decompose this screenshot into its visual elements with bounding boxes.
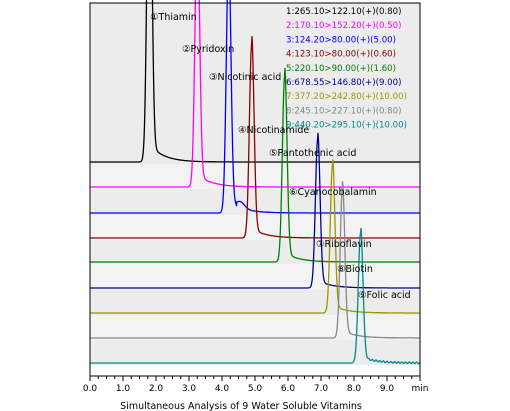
x-tick-label: 4.0 <box>215 384 230 394</box>
peak-labels: ①Thiamin ②Pyridoxin ③Nicotinic acid ④Nicoti… <box>150 12 411 301</box>
trace-band <box>90 215 420 240</box>
peak-label: ①Thiamin <box>150 12 197 23</box>
legend-entry: 6:678.55>146.80(+)(9.00) <box>286 78 401 88</box>
x-tick-label: 5.0 <box>248 384 263 394</box>
peak-label: ⑤Pantothenic acid <box>269 148 356 159</box>
trace-line <box>90 67 420 263</box>
x-tick-label: 0.0 <box>83 384 98 394</box>
trace-line <box>90 159 420 314</box>
trace-band <box>90 264 420 290</box>
peak-label: ③Nicotinic acid <box>209 72 281 83</box>
x-tick-label: 6.0 <box>281 384 296 394</box>
chart-title: Simultaneous Analysis of 9 Water Soluble… <box>120 401 362 411</box>
peak-label: ⑦Riboflavin <box>316 239 372 250</box>
trace-bands <box>90 3 420 365</box>
legend-entry: 9:440.20>295.10(+)(10.00) <box>286 121 407 131</box>
peak-label: ④Nicotinamide <box>238 125 309 136</box>
trace-line <box>90 0 420 188</box>
x-tick-label: 8.0 <box>347 384 362 394</box>
x-axis: 0.0 1.0 2.0 3.0 4.0 5.0 6.0 7.0 8.0 9.0 min <box>83 376 429 394</box>
trace-line <box>90 36 420 239</box>
x-axis-unit: min <box>412 384 429 394</box>
trace-line <box>90 0 420 214</box>
x-tick-label: 9.0 <box>380 384 395 394</box>
legend-entry: 1:265.10>122.10(+)(0.80) <box>286 7 401 17</box>
x-tick-label: 2.0 <box>149 384 164 394</box>
peak-label: ⑥Cyanocobalamin <box>289 187 377 198</box>
legend-entry: 5:220.10>90.00(+)(1.60) <box>286 64 396 74</box>
legend-entry: 3:124.20>80.00(+)(5.00) <box>286 35 396 45</box>
trace-band <box>90 290 420 315</box>
x-tick-label: 1.0 <box>116 384 131 394</box>
legend-entry: 8:245.10>227.10(+)(0.80) <box>286 106 401 116</box>
x-tick-label: 3.0 <box>182 384 197 394</box>
x-tick-label: 7.0 <box>314 384 329 394</box>
legend: 1:265.10>122.10(+)(0.80) 2:170.10>152.20(… <box>286 7 407 131</box>
trace-lines <box>90 0 421 365</box>
peak-label: ⑨Folic acid <box>358 290 411 301</box>
trace-band <box>90 315 420 340</box>
trace-line <box>90 132 420 289</box>
legend-entry: 7:377.20>242.80(+)(10.00) <box>286 92 407 102</box>
peak-label: ⑧Biotin <box>337 264 373 275</box>
legend-entry: 4:123.10>80.00(+)(0.60) <box>286 50 396 60</box>
trace-line <box>90 228 421 365</box>
peak-label: ②Pyridoxin <box>182 44 234 55</box>
trace-band <box>90 240 420 264</box>
legend-entry: 2:170.10>152.20(+)(0.50) <box>286 21 401 31</box>
